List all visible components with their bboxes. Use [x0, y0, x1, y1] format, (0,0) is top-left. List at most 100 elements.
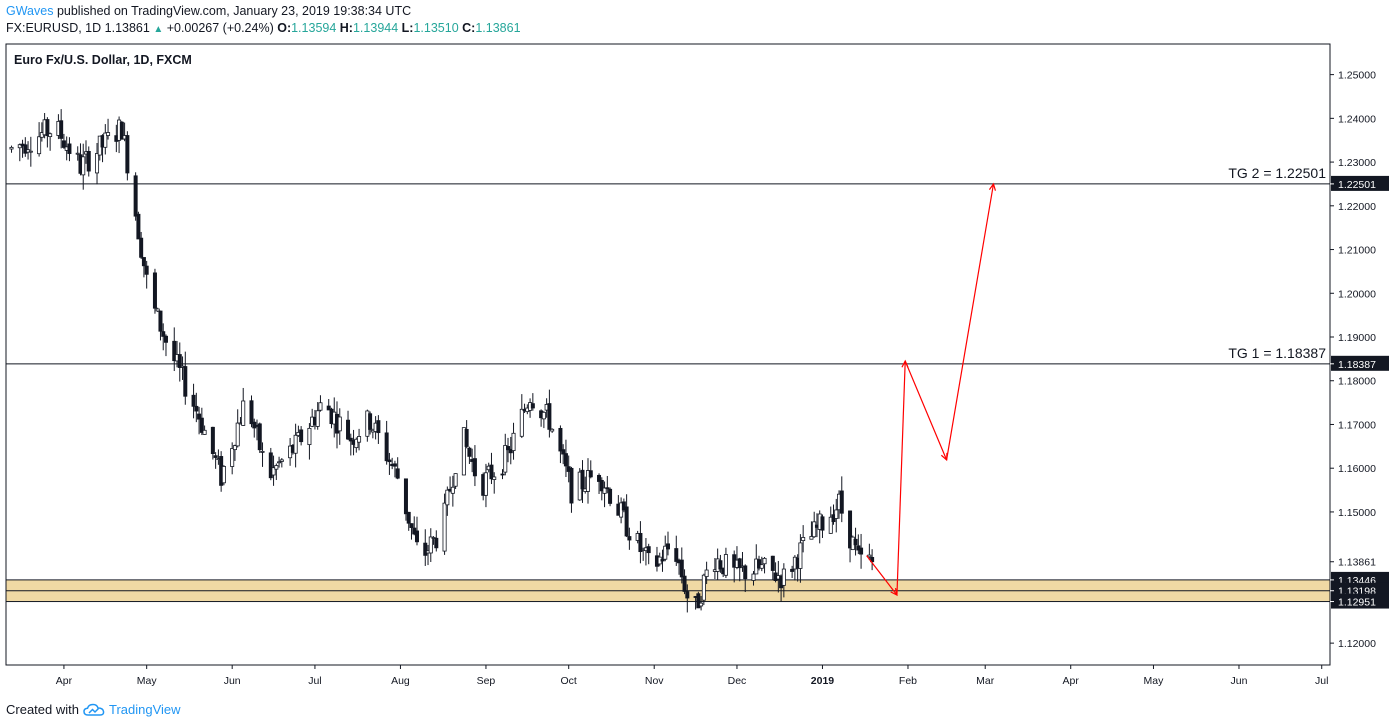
candle: [119, 121, 124, 140]
candle: [859, 547, 864, 555]
price-tick-label: 1.17000: [1338, 419, 1376, 431]
candle: [37, 136, 42, 155]
price-tick-label: 1.12000: [1338, 638, 1376, 650]
candle: [307, 427, 312, 446]
candle: [293, 434, 298, 454]
candle: [599, 479, 604, 492]
symbol-label: FX:EURUSD, 1D: [6, 21, 102, 35]
candle: [81, 156, 86, 176]
candle: [867, 554, 872, 558]
author-link[interactable]: GWaves: [6, 4, 54, 18]
candle: [368, 413, 373, 430]
time-tick-label: Jul: [1315, 675, 1328, 687]
candle: [682, 575, 687, 592]
candle: [696, 593, 701, 609]
candle: [136, 213, 141, 240]
candle: [346, 419, 351, 440]
candle: [558, 427, 563, 452]
candle: [580, 469, 585, 490]
candle: [597, 474, 602, 482]
candle: [679, 559, 684, 578]
candle: [279, 459, 284, 462]
price-label-box: [1331, 593, 1389, 609]
open-value: 1.13594: [291, 21, 337, 35]
candle: [354, 438, 359, 449]
candle: [384, 432, 389, 462]
candle: [638, 532, 643, 553]
target-label-2: TG 1 = 1.18387: [1228, 345, 1326, 361]
price-label-box: [1331, 355, 1389, 371]
candle: [506, 446, 511, 451]
time-tick-label: May: [1144, 675, 1165, 687]
candle: [530, 403, 535, 409]
tradingview-brand-link[interactable]: TradingView: [108, 702, 181, 717]
candle: [547, 403, 552, 430]
candle: [685, 591, 690, 599]
candle: [608, 488, 613, 504]
candle: [798, 542, 803, 569]
candle: [158, 310, 163, 332]
price-label-box: [1331, 175, 1389, 191]
candle: [450, 486, 455, 494]
candle: [853, 538, 858, 546]
candle: [586, 470, 591, 492]
candle: [790, 568, 795, 572]
candle: [139, 237, 144, 258]
candle: [508, 448, 513, 454]
candle: [624, 506, 629, 537]
candle: [213, 455, 218, 458]
candle: [23, 144, 28, 154]
candle: [152, 272, 157, 309]
candle: [395, 468, 400, 479]
candle: [403, 478, 408, 515]
candle: [210, 426, 215, 455]
candle: [144, 265, 149, 275]
ohlc-header: FX:EURUSD, 1D 1.13861 ▲ +0.00267 (+0.24%…: [6, 21, 521, 35]
candle: [809, 536, 814, 540]
time-tick-label: Nov: [645, 675, 664, 687]
close-value: 1.13861: [475, 21, 521, 35]
candle: [376, 420, 381, 434]
candle: [569, 467, 574, 504]
time-tick-label: Jul: [308, 675, 321, 687]
candle: [172, 340, 177, 362]
candle: [183, 366, 188, 397]
price-tick-label: 1.23000: [1338, 157, 1376, 169]
low-value: 1.13510: [413, 21, 459, 35]
price-tick-label: 1.15000: [1338, 507, 1376, 519]
time-tick-label: Feb: [899, 675, 917, 687]
time-tick-label: Mar: [976, 675, 995, 687]
time-tick-label: Sep: [477, 675, 496, 687]
candle: [812, 521, 817, 538]
price-label-box: [1331, 553, 1389, 569]
projection-segment: [946, 183, 995, 460]
candle: [828, 516, 833, 534]
candle: [260, 450, 265, 453]
candle: [423, 542, 428, 556]
candle: [191, 394, 196, 407]
candle: [357, 436, 362, 443]
candle: [392, 463, 397, 467]
candle: [75, 152, 80, 155]
target-label-1: TG 2 = 1.22501: [1228, 165, 1326, 181]
candle: [202, 429, 207, 435]
candle: [61, 140, 66, 148]
candle: [602, 487, 607, 494]
candle: [177, 354, 182, 368]
candle: [737, 558, 742, 569]
candle: [95, 153, 100, 174]
candle: [770, 555, 775, 571]
candle: [103, 132, 108, 148]
projection-segment: [904, 360, 948, 461]
time-tick-label: 2019: [811, 675, 835, 687]
candle: [414, 530, 419, 543]
candle: [59, 120, 64, 139]
candle: [646, 546, 651, 554]
candle: [45, 119, 50, 137]
candle: [718, 560, 723, 570]
candle: [442, 502, 447, 552]
candle: [723, 554, 728, 576]
candle: [563, 453, 568, 467]
candle: [406, 511, 411, 524]
